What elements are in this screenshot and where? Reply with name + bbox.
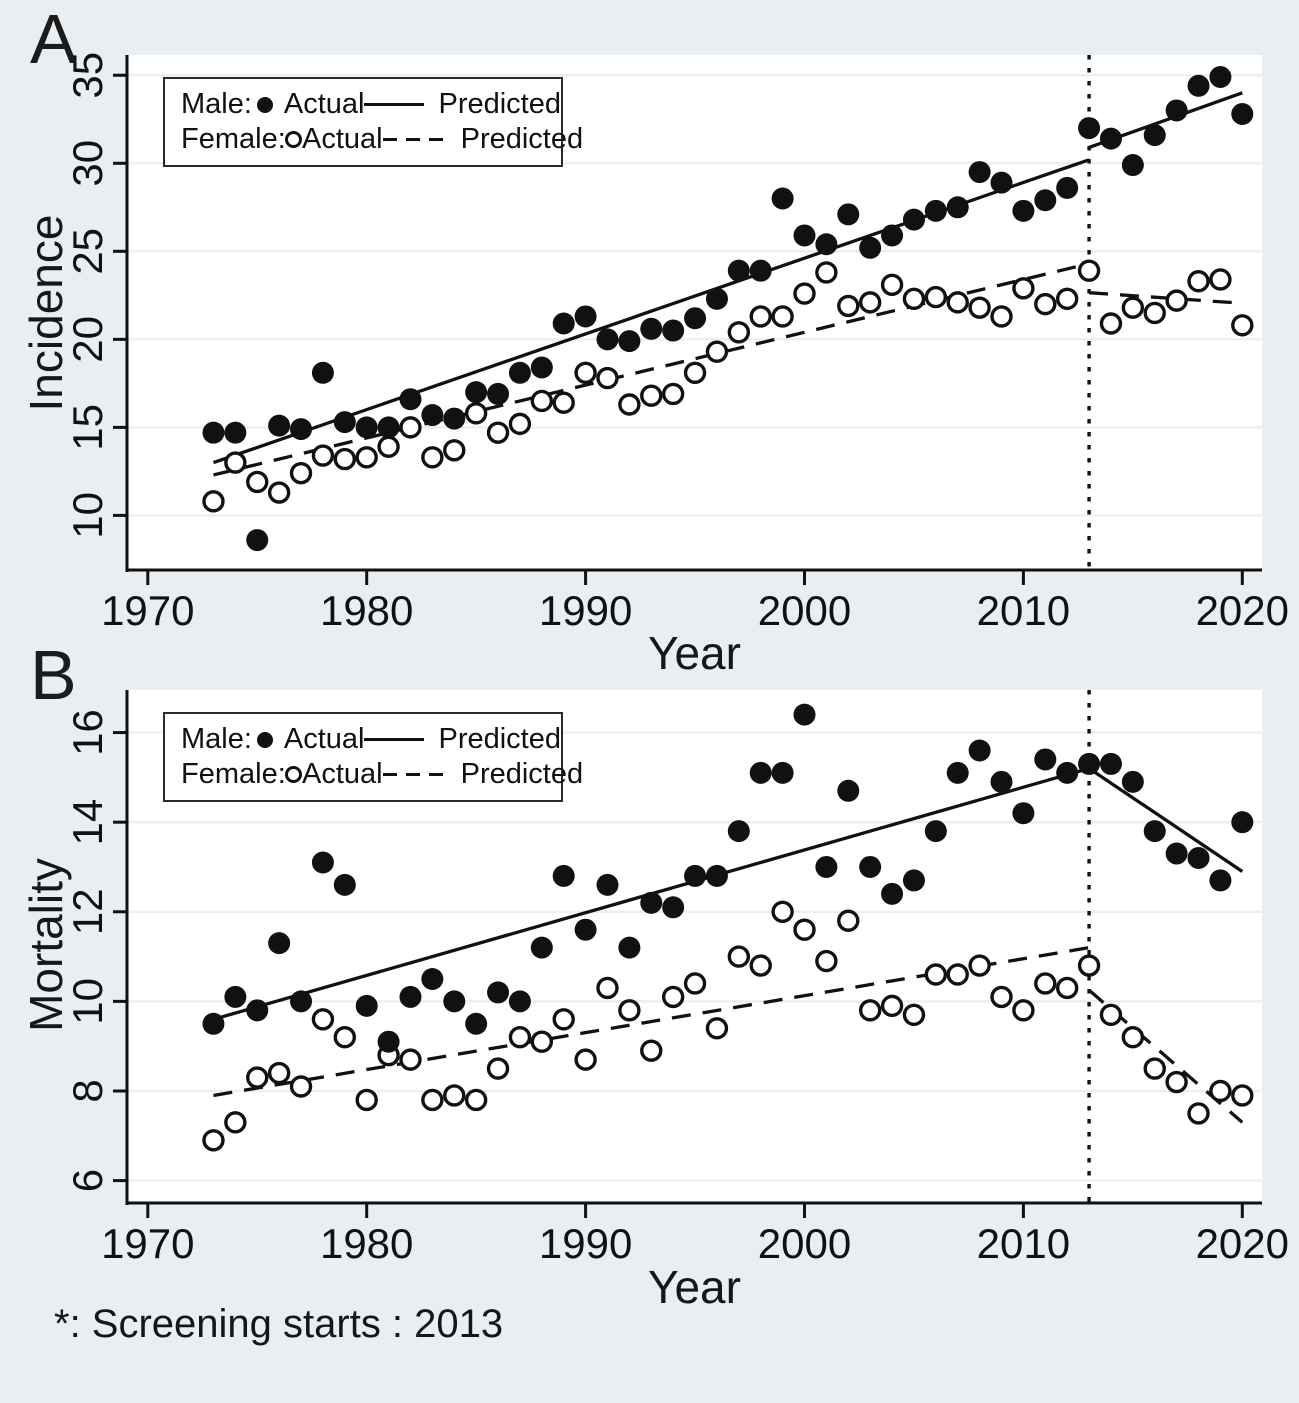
dashed-line-icon — [382, 137, 447, 142]
panel-b-legend: Male: Actual Predicted Female: Actual Pr… — [163, 712, 583, 802]
y-tick-label: 25 — [64, 228, 111, 275]
legend-male-predicted-label: Predicted — [438, 88, 561, 120]
x-tick-label: 2000 — [758, 587, 851, 634]
y-tick-label: 16 — [64, 709, 111, 756]
legend-male-actual-label: Actual — [283, 723, 365, 755]
legend-female-actual-label: Actual — [302, 758, 383, 790]
incidence-plot: 10 15 20 25 30 35 1970 1980 1990 2000 2010 2020 — [64, 52, 1289, 634]
x-tick-label: 2000 — [758, 1220, 851, 1267]
legend-female-row: Female: Actual Predicted — [181, 757, 583, 792]
panel-a-letter: A — [30, 0, 77, 78]
female-actual-points — [202, 259, 1254, 513]
filled-circle-icon — [257, 96, 283, 113]
legend-female-label: Female: — [181, 123, 286, 155]
y-tick-label: 8 — [64, 1079, 111, 1102]
legend-female-label: Female: — [181, 758, 286, 790]
male-actual-points — [202, 66, 1254, 552]
legend-male-row: Male: Actual Predicted — [181, 722, 561, 757]
legend-male-actual-label: Actual — [283, 88, 365, 120]
x-tick-label: 1970 — [101, 1220, 194, 1267]
male-actual-points — [202, 703, 1254, 1053]
y-tick-label: 14 — [64, 799, 111, 846]
x-tick-label: 2010 — [977, 1220, 1070, 1267]
y-tick-label: 12 — [64, 888, 111, 935]
female-actual-points — [202, 900, 1254, 1152]
x-tick-label: 2020 — [1196, 587, 1289, 634]
y-tick-label: 35 — [64, 52, 111, 99]
legend-female-predicted-label: Predicted — [460, 123, 584, 155]
panel-b-letter: B — [30, 636, 77, 714]
y-tick-label: 15 — [64, 404, 111, 451]
panel-a-legend: Male: Actual Predicted Female: Actual Pr… — [163, 77, 583, 167]
legend-female-row: Female: Actual Predicted — [181, 122, 583, 157]
legend-male-label: Male: — [181, 723, 252, 755]
x-tick-label: 2010 — [977, 587, 1070, 634]
y-tick-label: 10 — [64, 978, 111, 1025]
dashed-line-icon — [382, 772, 447, 777]
open-circle-icon — [285, 131, 302, 148]
y-tick-label: 20 — [64, 316, 111, 363]
axes: 10 15 20 25 30 35 1970 1980 1990 2000 2010 2020 — [64, 52, 1289, 634]
solid-line-icon — [364, 102, 425, 107]
legend-female-predicted-label: Predicted — [460, 758, 584, 790]
mortality-plot: 6 8 10 12 14 16 1970 1980 1990 2000 2010 2020 — [64, 690, 1289, 1267]
axes: 6 8 10 12 14 16 1970 1980 1990 2000 2010 2020 — [64, 690, 1289, 1267]
incidence-axis-title: Incidence — [20, 214, 72, 412]
x-tick-label: 1980 — [320, 587, 413, 634]
panel-a-year-axis-title: Year — [648, 627, 741, 679]
x-tick-label: 1980 — [320, 1220, 413, 1267]
x-tick-label: 1990 — [539, 587, 632, 634]
legend-female-actual-label: Actual — [302, 123, 383, 155]
legend-male-row: Male: Actual Predicted — [181, 87, 561, 122]
panel-b-year-axis-title: Year — [648, 1261, 741, 1313]
x-tick-label: 1990 — [539, 1220, 632, 1267]
x-tick-label: 1970 — [101, 587, 194, 634]
y-tick-label: 30 — [64, 140, 111, 187]
legend-male-predicted-label: Predicted — [438, 723, 561, 755]
legend-male-label: Male: — [181, 88, 252, 120]
solid-line-icon — [364, 737, 425, 742]
filled-circle-icon — [257, 731, 283, 748]
mortality-axis-title: Mortality — [20, 858, 72, 1032]
y-tick-label: 6 — [64, 1169, 111, 1192]
y-tick-label: 10 — [64, 492, 111, 539]
open-circle-icon — [285, 766, 302, 783]
gridlines — [127, 731, 1262, 1182]
x-tick-label: 2020 — [1196, 1220, 1289, 1267]
screening-footnote: *: Screening starts : 2013 — [54, 1302, 504, 1346]
